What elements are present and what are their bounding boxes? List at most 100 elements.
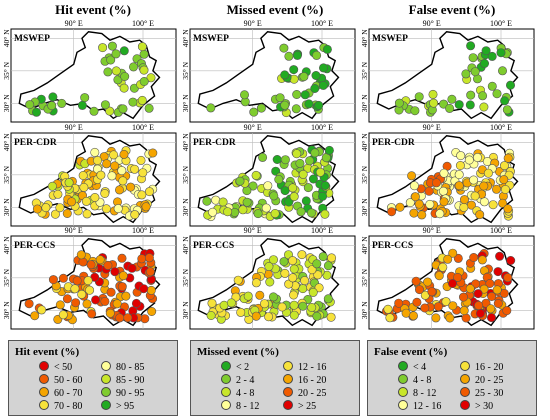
- station-point: [284, 51, 294, 61]
- station-point: [118, 271, 128, 281]
- station-point: [439, 168, 449, 178]
- legend-label: > 30: [475, 401, 494, 412]
- legend-swatch: [101, 387, 111, 397]
- station-point: [503, 153, 513, 163]
- station-point: [113, 204, 123, 214]
- legend-swatch: [283, 374, 293, 384]
- column-title-false: False event (%): [408, 2, 496, 17]
- station-point: [207, 298, 217, 308]
- station-point: [146, 285, 156, 295]
- legend-swatch: [221, 361, 231, 371]
- station-point: [126, 182, 136, 192]
- station-point: [137, 254, 147, 264]
- column-title-missed: Missed event (%): [226, 2, 324, 17]
- station-point: [274, 175, 284, 185]
- station-point: [502, 306, 512, 316]
- station-point: [119, 83, 129, 93]
- legend-label: < 2: [236, 362, 250, 373]
- station-point: [466, 41, 476, 51]
- legend-swatch: [460, 374, 470, 384]
- station-point: [86, 260, 96, 270]
- station-point: [90, 147, 100, 157]
- lon-tick-label: 100° E: [311, 123, 333, 132]
- legend-item: < 2: [221, 361, 249, 374]
- station-point: [312, 311, 322, 321]
- station-point: [80, 93, 90, 103]
- station-point: [456, 151, 466, 161]
- station-point: [89, 106, 99, 116]
- station-point: [454, 100, 464, 110]
- station-point: [291, 104, 301, 114]
- row-label: MSWEP: [372, 34, 408, 44]
- station-point: [498, 198, 508, 208]
- station-point: [313, 270, 323, 280]
- station-point: [277, 302, 287, 312]
- station-point: [486, 304, 496, 314]
- station-point: [77, 100, 87, 110]
- station-point: [76, 250, 86, 260]
- station-point: [141, 202, 151, 212]
- station-point: [256, 103, 266, 113]
- station-point: [223, 207, 233, 217]
- station-point: [206, 310, 216, 320]
- legend-label: 20 - 25: [475, 375, 504, 386]
- station-point: [268, 255, 278, 265]
- station-point: [323, 294, 333, 304]
- legend-item: 2 - 4: [221, 374, 254, 387]
- station-point: [435, 209, 445, 219]
- lon-tick-label: 100° E: [132, 226, 154, 235]
- station-point: [251, 278, 261, 288]
- station-point: [117, 253, 127, 263]
- station-point: [289, 300, 299, 310]
- station-point: [459, 306, 469, 316]
- station-point: [496, 48, 506, 58]
- station-point: [289, 310, 299, 320]
- legend-title: Missed event (%): [197, 346, 279, 358]
- station-point: [109, 150, 119, 160]
- legend-item: 20 - 25: [460, 374, 503, 387]
- station-point: [420, 303, 430, 313]
- station-point: [299, 72, 309, 82]
- map-panel: MSWEP 90° E 100° E 40° N 35° N 30° N: [360, 19, 535, 123]
- station-point: [110, 267, 120, 277]
- map-panel: PER-CCS 90° E 100° E 40° N 35° N 30° N: [181, 226, 356, 330]
- station-point: [472, 153, 482, 163]
- station-point: [93, 156, 103, 166]
- station-point: [67, 197, 77, 207]
- station-point: [298, 301, 308, 311]
- station-point: [275, 93, 285, 103]
- station-point: [90, 193, 100, 203]
- station-point: [323, 261, 333, 271]
- legend-swatch: [221, 400, 231, 410]
- station-point: [438, 262, 448, 272]
- station-point: [486, 313, 496, 323]
- legend-swatch: [460, 387, 470, 397]
- station-point: [298, 284, 308, 294]
- lon-tick-label: 90° E: [244, 226, 262, 235]
- station-point: [503, 204, 513, 214]
- station-point: [123, 313, 133, 323]
- legend-item: 16 - 20: [460, 361, 503, 374]
- station-point: [120, 72, 130, 82]
- station-point: [414, 199, 424, 209]
- lat-tick-label: 35° N: [2, 165, 11, 183]
- station-point: [464, 155, 474, 165]
- station-point: [465, 100, 475, 110]
- station-point: [208, 207, 218, 217]
- station-point: [433, 302, 443, 312]
- lat-tick-label: 30° N: [360, 94, 369, 112]
- station-point: [310, 148, 320, 158]
- station-point: [326, 312, 336, 322]
- lat-tick-label: 30° N: [181, 198, 190, 216]
- station-point: [479, 58, 489, 68]
- station-point: [137, 42, 147, 52]
- station-point: [308, 174, 318, 184]
- station-point: [111, 49, 121, 59]
- lon-tick-label: 90° E: [423, 226, 441, 235]
- lat-tick-label: 30° N: [2, 301, 11, 319]
- legend-hit-event: Hit event (%) < 50 50 - 60 60 - 70 70 - 80 8…: [8, 340, 178, 416]
- station-point: [487, 51, 497, 61]
- station-point: [280, 268, 290, 278]
- station-point: [269, 191, 279, 201]
- row-label: PER-CDR: [193, 138, 236, 148]
